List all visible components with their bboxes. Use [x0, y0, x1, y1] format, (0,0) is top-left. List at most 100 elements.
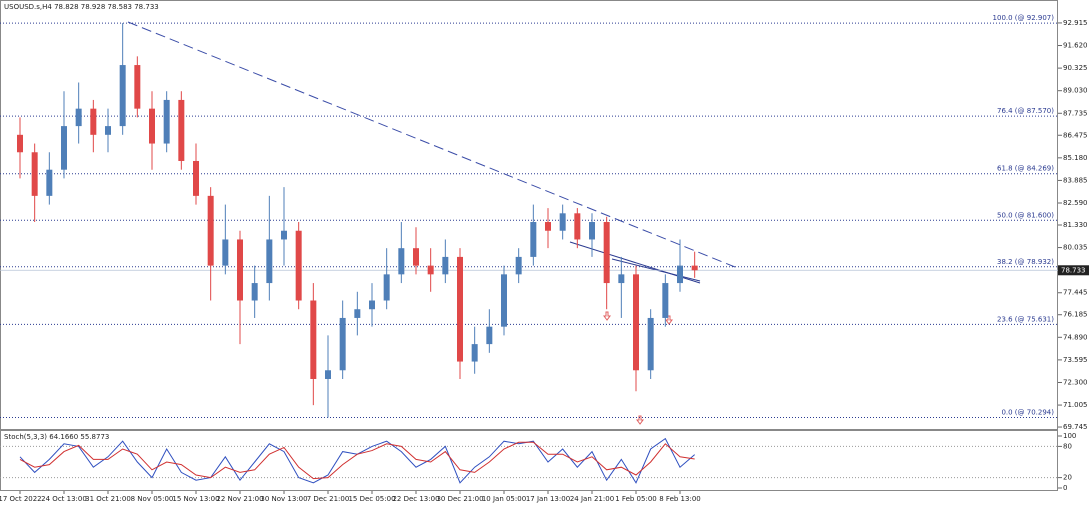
candle-body [530, 222, 537, 257]
candle-body [207, 195, 214, 266]
fib-label: 76.4 (@ 87.570) [997, 107, 1054, 115]
trendline [127, 21, 736, 268]
fib-label: 0.0 (@ 70.294) [1001, 408, 1054, 416]
fib-label: 23.6 (@ 75.631) [997, 315, 1054, 323]
y-tick-label: 73.595 [1063, 356, 1088, 364]
arrow [603, 311, 611, 321]
x-tick-label: 30 Nov 13:00 [260, 495, 307, 503]
x-tick-label: 30 Dec 21:00 [436, 495, 483, 503]
candle-body [413, 248, 419, 266]
x-tick-label: 17 Jan 13:00 [526, 495, 570, 503]
y-tick-label: 76.185 [1063, 311, 1088, 319]
candle-body [589, 222, 595, 240]
candle-body [647, 317, 654, 371]
y-tick-label: 90.325 [1063, 64, 1088, 72]
current-price-box [1058, 265, 1089, 276]
candle-body [105, 126, 111, 135]
y-tick-label: 89.030 [1063, 87, 1088, 95]
candle-body [149, 108, 155, 144]
y-tick-label: 81.330 [1063, 221, 1088, 229]
candle-body [427, 265, 434, 275]
candle-body [354, 309, 361, 318]
candle-body [119, 65, 126, 127]
candle-body [633, 274, 639, 371]
y-tick-label: 69.745 [1063, 423, 1088, 431]
x-tick-label: 8 Feb 13:00 [659, 495, 700, 503]
y-tick-label: 92.915 [1063, 19, 1088, 27]
y-tick-label: 82.590 [1063, 199, 1088, 207]
candle-body [251, 283, 258, 301]
candle-body [90, 108, 97, 135]
candle-body [134, 65, 141, 109]
stoch-line [19, 437, 695, 484]
chart-title: USOUSD.s,H4 78.828 78.928 78.583 78.733 [4, 3, 159, 11]
candle-body [369, 300, 375, 310]
y-tick-label: 72.300 [1063, 378, 1088, 386]
candle-body [325, 370, 331, 379]
candle-body [574, 213, 581, 240]
x-tick-label: 15 Dec 05:00 [348, 495, 395, 503]
candle-body [163, 99, 170, 144]
y-tick-label: 86.475 [1063, 131, 1088, 139]
candle-body [46, 169, 53, 196]
candle-body [339, 317, 346, 371]
candle-body [31, 152, 38, 196]
arrow [665, 315, 673, 325]
x-tick-label: 15 Nov 13:00 [172, 495, 219, 503]
stoch-tick-label: 0 [1063, 484, 1067, 492]
fib-label: 50.0 (@ 81.600) [997, 211, 1054, 219]
x-tick-label: 24 Oct 13:00 [41, 495, 87, 503]
current-price-label: 78.733 [1061, 266, 1086, 274]
x-tick-label: 7 Dec 21:00 [307, 495, 350, 503]
candle-body [545, 222, 551, 231]
candle-body [75, 108, 82, 127]
candle-body [398, 248, 405, 275]
stoch-tick-label: 20 [1063, 474, 1072, 482]
arrow [636, 415, 644, 425]
candle-body [662, 283, 669, 318]
candle-body [515, 256, 522, 275]
arrows [603, 311, 673, 425]
candle-body [618, 274, 625, 284]
candle-body [61, 126, 67, 170]
candle-body [677, 265, 683, 284]
candle-body [266, 239, 273, 284]
y-tick-label: 74.890 [1063, 333, 1088, 341]
stoch-line [19, 441, 695, 480]
candle-body [691, 265, 698, 271]
fib-label: 100.0 (@ 92.907) [993, 14, 1055, 22]
x-tick-label: 24 Jan 21:00 [570, 495, 614, 503]
y-tick-label: 83.885 [1063, 176, 1088, 184]
x-tick-label: 10 Jan 05:00 [482, 495, 526, 503]
candle-body [486, 326, 493, 345]
candle-body [222, 239, 229, 266]
fib-label: 38.2 (@ 78.932) [997, 258, 1054, 266]
y-tick-label: 77.445 [1063, 289, 1088, 297]
y-tick-label: 71.005 [1063, 401, 1088, 409]
stoch-tick-label: 80 [1063, 442, 1072, 450]
stoch-title: Stoch(5,3,3) 64.1660 55.8773 [4, 433, 109, 441]
candle-body [178, 99, 185, 161]
candle-body [559, 213, 566, 231]
x-tick-label: 31 Oct 21:00 [85, 495, 131, 503]
fib-label: 61.8 (@ 84.269) [997, 165, 1054, 173]
candle-body [237, 239, 243, 301]
x-tick-label: 17 Oct 2022 [0, 495, 42, 503]
candle-body [603, 222, 610, 284]
y-tick-label: 91.620 [1063, 42, 1088, 50]
y-tick-label: 80.035 [1063, 244, 1088, 252]
frame [0, 0, 1058, 491]
candle-body [457, 256, 463, 362]
candle-body [193, 160, 199, 196]
candle-body [383, 274, 390, 301]
candle-body [17, 134, 23, 153]
x-tick-label: 22 Dec 13:00 [392, 495, 439, 503]
candle-body [501, 274, 507, 327]
candle-body [471, 344, 478, 362]
y-tick-label: 87.735 [1063, 109, 1088, 117]
candle-body [310, 300, 317, 379]
y-tick-label: 85.180 [1063, 154, 1088, 162]
candle-body [281, 230, 287, 240]
x-tick-label: 8 Nov 05:00 [131, 495, 174, 503]
